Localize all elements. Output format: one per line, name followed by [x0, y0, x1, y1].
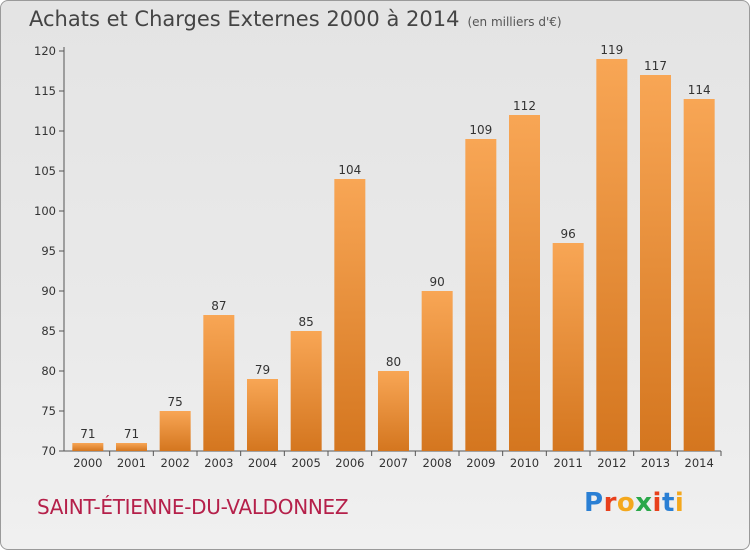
x-tick-label: 2007: [379, 456, 408, 470]
chart-subtitle: (en milliers d'€): [467, 15, 562, 29]
x-tick-label: 2004: [248, 456, 277, 470]
bar: [596, 59, 628, 451]
bar: [247, 379, 278, 451]
chart-title-row: Achats et Charges Externes 2000 à 2014 (e…: [29, 7, 562, 31]
y-tick-label: 90: [41, 284, 56, 298]
bar: [159, 411, 191, 451]
bar-value-label: 85: [299, 315, 314, 329]
logo-letter: o: [616, 488, 636, 518]
y-tick-label: 120: [34, 44, 56, 58]
logo-letter: x: [635, 488, 653, 518]
proxiti-logo: Proxiti: [584, 488, 684, 518]
bar: [334, 179, 366, 451]
y-tick-label: 80: [41, 364, 56, 378]
bar-value-label: 80: [386, 355, 401, 369]
x-tick-label: 2006: [335, 456, 364, 470]
bar: [378, 371, 409, 451]
bar-value-label: 87: [211, 299, 226, 313]
chart-title: Achats et Charges Externes 2000 à 2014: [29, 7, 460, 31]
x-tick-label: 2000: [73, 456, 102, 470]
bars-group: 71 71 75 87 79 85 104 80 90 109 112 96 119 117 114: [72, 43, 715, 451]
x-tick-label: 2008: [423, 456, 452, 470]
bar: [72, 443, 104, 451]
bar-value-label: 75: [168, 395, 183, 409]
logo-letter: r: [603, 488, 617, 518]
y-tick-label: 105: [34, 164, 56, 178]
x-tick-label: 2013: [641, 456, 670, 470]
y-tick-label: 85: [41, 324, 56, 338]
y-tick-label: 70: [41, 444, 56, 458]
x-tick-label: 2010: [510, 456, 539, 470]
bar-value-label: 114: [688, 83, 711, 97]
x-tick-label: 2001: [117, 456, 146, 470]
x-tick-label: 2014: [685, 456, 714, 470]
logo-letter: t: [661, 488, 675, 518]
x-axis: 2000 2001 2002 2003 2004 2005 2006 2007 2008 2009…: [64, 450, 722, 470]
bar-value-label: 104: [338, 163, 361, 177]
bar: [421, 291, 453, 451]
bar: [552, 243, 584, 451]
logo-letter: i: [674, 488, 685, 518]
bar-value-label: 71: [124, 427, 139, 441]
bar-value-label: 112: [513, 99, 536, 113]
logo-letter: i: [652, 488, 662, 518]
y-tick-label: 115: [34, 84, 56, 98]
bar-value-label: 96: [561, 227, 576, 241]
x-tick-label: 2009: [466, 456, 495, 470]
y-tick-label: 100: [34, 204, 56, 218]
logo-letter: P: [584, 488, 604, 518]
bar-value-label: 79: [255, 363, 270, 377]
x-tick-label: 2002: [161, 456, 190, 470]
bar-value-label: 119: [600, 43, 623, 57]
bar-value-label: 71: [80, 427, 95, 441]
y-axis: 70 75 80 85 90 95 100 105 110 115 120: [34, 44, 65, 458]
bar-value-label: 109: [469, 123, 492, 137]
y-tick-label: 110: [34, 124, 56, 138]
y-tick-label: 95: [41, 244, 56, 258]
bar-value-label: 117: [644, 59, 667, 73]
bar-value-label: 90: [430, 275, 445, 289]
x-tick-label: 2011: [554, 456, 583, 470]
bar: [203, 315, 235, 451]
x-tick-label: 2005: [292, 456, 321, 470]
bar: [290, 331, 322, 451]
x-tick-label: 2003: [204, 456, 233, 470]
commune-name: SAINT-ÉTIENNE-DU-VALDONNEZ: [37, 495, 349, 519]
bar: [640, 75, 671, 451]
bar: [465, 139, 497, 451]
bar: [116, 443, 147, 451]
x-tick-label: 2012: [597, 456, 626, 470]
y-tick-label: 75: [41, 404, 56, 418]
bar: [683, 99, 715, 451]
bar: [509, 115, 540, 451]
